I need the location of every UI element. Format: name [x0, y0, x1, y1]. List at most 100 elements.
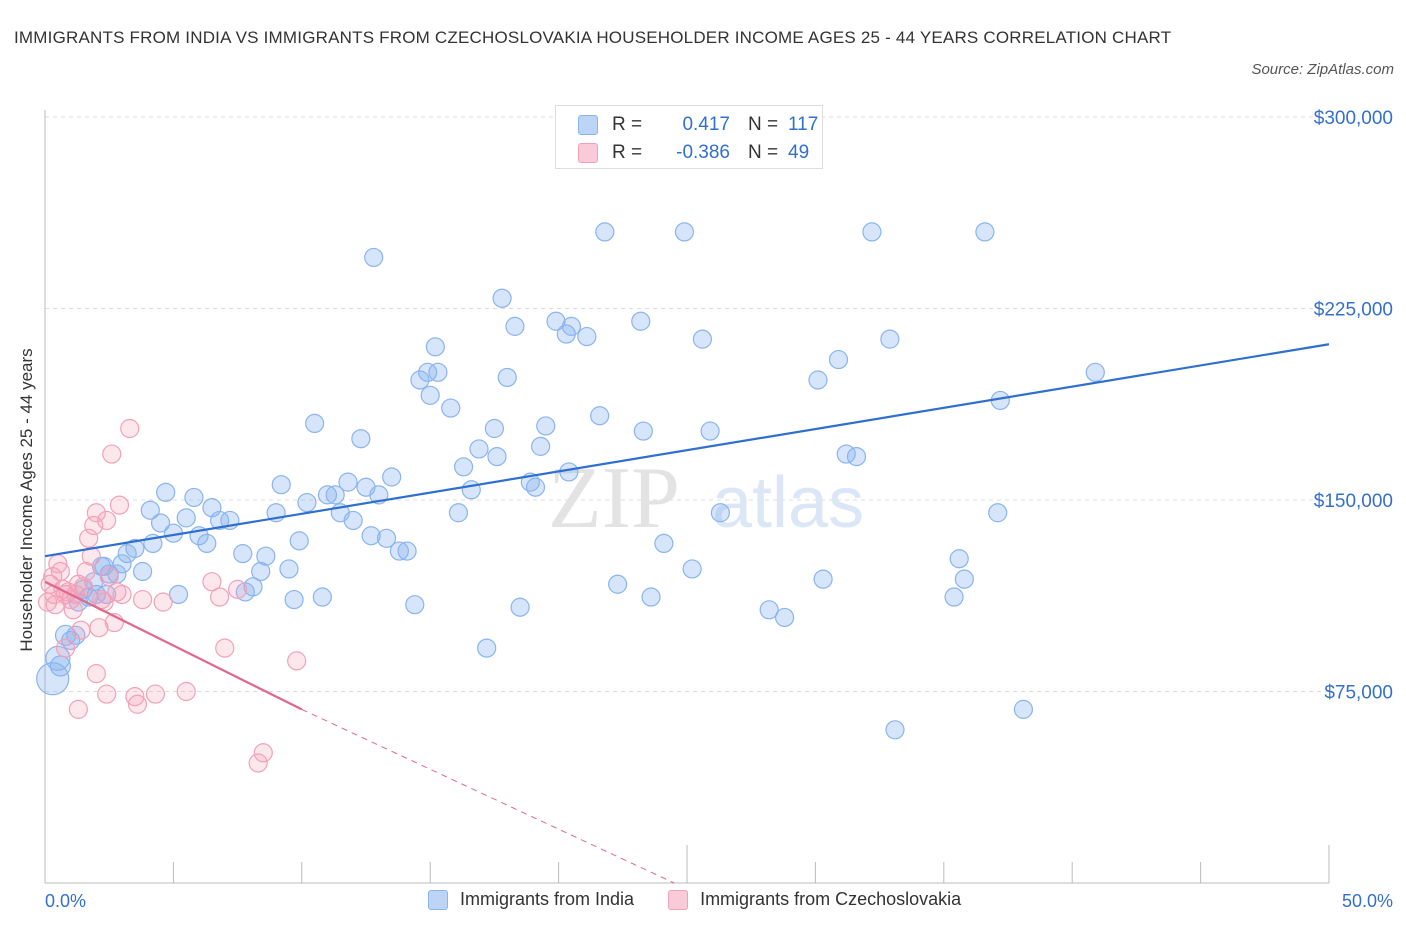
india-point-113	[197, 533, 217, 554]
czech-point-47	[97, 684, 117, 704]
india-point-16	[132, 561, 153, 582]
watermark-atlas: atlas	[712, 463, 864, 543]
legend: R = 0.417 N = 117 R = -0.386 N = 49	[555, 105, 823, 169]
india-point-27	[210, 510, 230, 531]
india-point-1	[45, 645, 71, 671]
india-point-61	[441, 398, 461, 418]
source-label: Source: ZipAtlas.com	[1251, 61, 1394, 78]
india-point-112	[91, 556, 112, 576]
czech-point-11	[63, 600, 83, 620]
legend-r-label: R =	[612, 114, 643, 135]
series-legend-czech[interactable]: Immigrants from Czechoslovakia	[668, 889, 961, 910]
india-point-31	[243, 577, 263, 597]
legend-row-india: R = 0.417 N = 117	[578, 113, 818, 137]
czech-points	[37, 418, 307, 773]
czech-point-48	[55, 638, 76, 658]
india-point-94	[759, 600, 779, 620]
czech-point-46	[86, 664, 106, 684]
series-swatch-czech	[668, 889, 689, 910]
y-axis-label: Householder Income Ages 25 - 44 years	[17, 348, 36, 651]
czech-point-31	[120, 418, 140, 439]
czech-point-28	[107, 582, 127, 602]
india-point-33	[256, 546, 276, 566]
india-point-40	[305, 413, 325, 433]
czech-point-34	[132, 589, 153, 610]
czech-point-30	[112, 584, 132, 605]
czech-point-41	[228, 579, 248, 599]
india-point-75	[531, 436, 551, 456]
india-point-114	[420, 385, 440, 405]
czech-point-44	[287, 651, 307, 671]
y-tick-label-2: $225,000	[1314, 300, 1393, 321]
axes	[44, 110, 1330, 884]
india-point-74	[525, 477, 546, 497]
india-point-0	[36, 662, 70, 696]
legend-r-value-india: 0.417	[682, 114, 730, 135]
series-legend: Immigrants from India Immigrants from Cz…	[428, 889, 995, 910]
india-point-19	[150, 513, 171, 533]
watermark: ZIP atlas	[548, 450, 864, 547]
india-point-47	[351, 429, 371, 449]
india-point-32	[251, 561, 271, 582]
india-point-65	[469, 439, 489, 459]
y-tick-label-1: $150,000	[1314, 491, 1393, 512]
czech-point-29	[109, 495, 130, 515]
india-point-50	[364, 247, 384, 268]
czech-point-21	[89, 618, 109, 638]
india-trend-line	[44, 343, 1330, 558]
czech-point-25	[99, 566, 119, 587]
india-point-69	[492, 288, 512, 308]
india-point-54	[389, 541, 409, 561]
india-point-64	[461, 480, 481, 500]
y-tick-labels: $75,000 $150,000 $225,000 $300,000	[1314, 108, 1393, 704]
india-point-35	[271, 475, 291, 495]
india-point-63	[453, 457, 474, 477]
czech-point-33	[127, 694, 148, 714]
czech-point-6	[50, 561, 71, 582]
india-point-22	[168, 584, 189, 605]
czech-point-45	[68, 699, 88, 719]
india-point-105	[949, 549, 969, 569]
india-point-91	[692, 329, 713, 349]
watermark-zip: ZIP	[548, 450, 680, 547]
czech-point-38	[202, 572, 222, 592]
india-point-52	[376, 528, 397, 548]
legend-swatch-czech	[578, 143, 598, 163]
india-point-13	[112, 554, 132, 574]
india-point-59	[425, 337, 445, 357]
legend-n-value-czech: 49	[788, 142, 810, 163]
india-point-62	[448, 503, 469, 523]
india-points	[36, 222, 1105, 740]
india-point-102	[880, 329, 900, 349]
india-point-98	[828, 349, 849, 370]
grid-lines	[45, 116, 1329, 692]
india-point-84	[608, 574, 628, 594]
india-point-87	[641, 587, 661, 607]
india-point-93	[710, 503, 730, 523]
czech-point-32	[125, 687, 145, 707]
india-point-76	[536, 416, 556, 436]
india-point-110	[1013, 699, 1034, 719]
india-point-107	[975, 222, 995, 242]
india-point-67	[484, 418, 504, 439]
india-point-106	[954, 569, 974, 589]
chart-title: IMMIGRANTS FROM INDIA VS IMMIGRANTS FROM…	[14, 28, 1172, 47]
czech-trend-line	[44, 580, 303, 711]
czech-point-43	[253, 743, 273, 763]
x-tick-label-max: 50.0%	[1342, 891, 1393, 911]
czech-point-39	[210, 587, 230, 607]
legend-n-label: N =	[748, 142, 779, 163]
india-point-43	[325, 485, 345, 505]
india-point-23	[176, 508, 196, 528]
series-legend-india[interactable]: Immigrants from India	[428, 889, 634, 910]
india-point-71	[505, 316, 525, 336]
trend-lines	[44, 343, 1330, 884]
india-point-37	[284, 589, 304, 610]
y-tick-label-0: $75,000	[1324, 683, 1393, 704]
india-point-104	[944, 587, 964, 607]
india-point-58	[418, 362, 438, 382]
india-point-108	[988, 503, 1008, 523]
india-point-66	[477, 638, 497, 658]
czech-trend-extension	[301, 708, 675, 884]
india-point-103	[885, 720, 905, 740]
